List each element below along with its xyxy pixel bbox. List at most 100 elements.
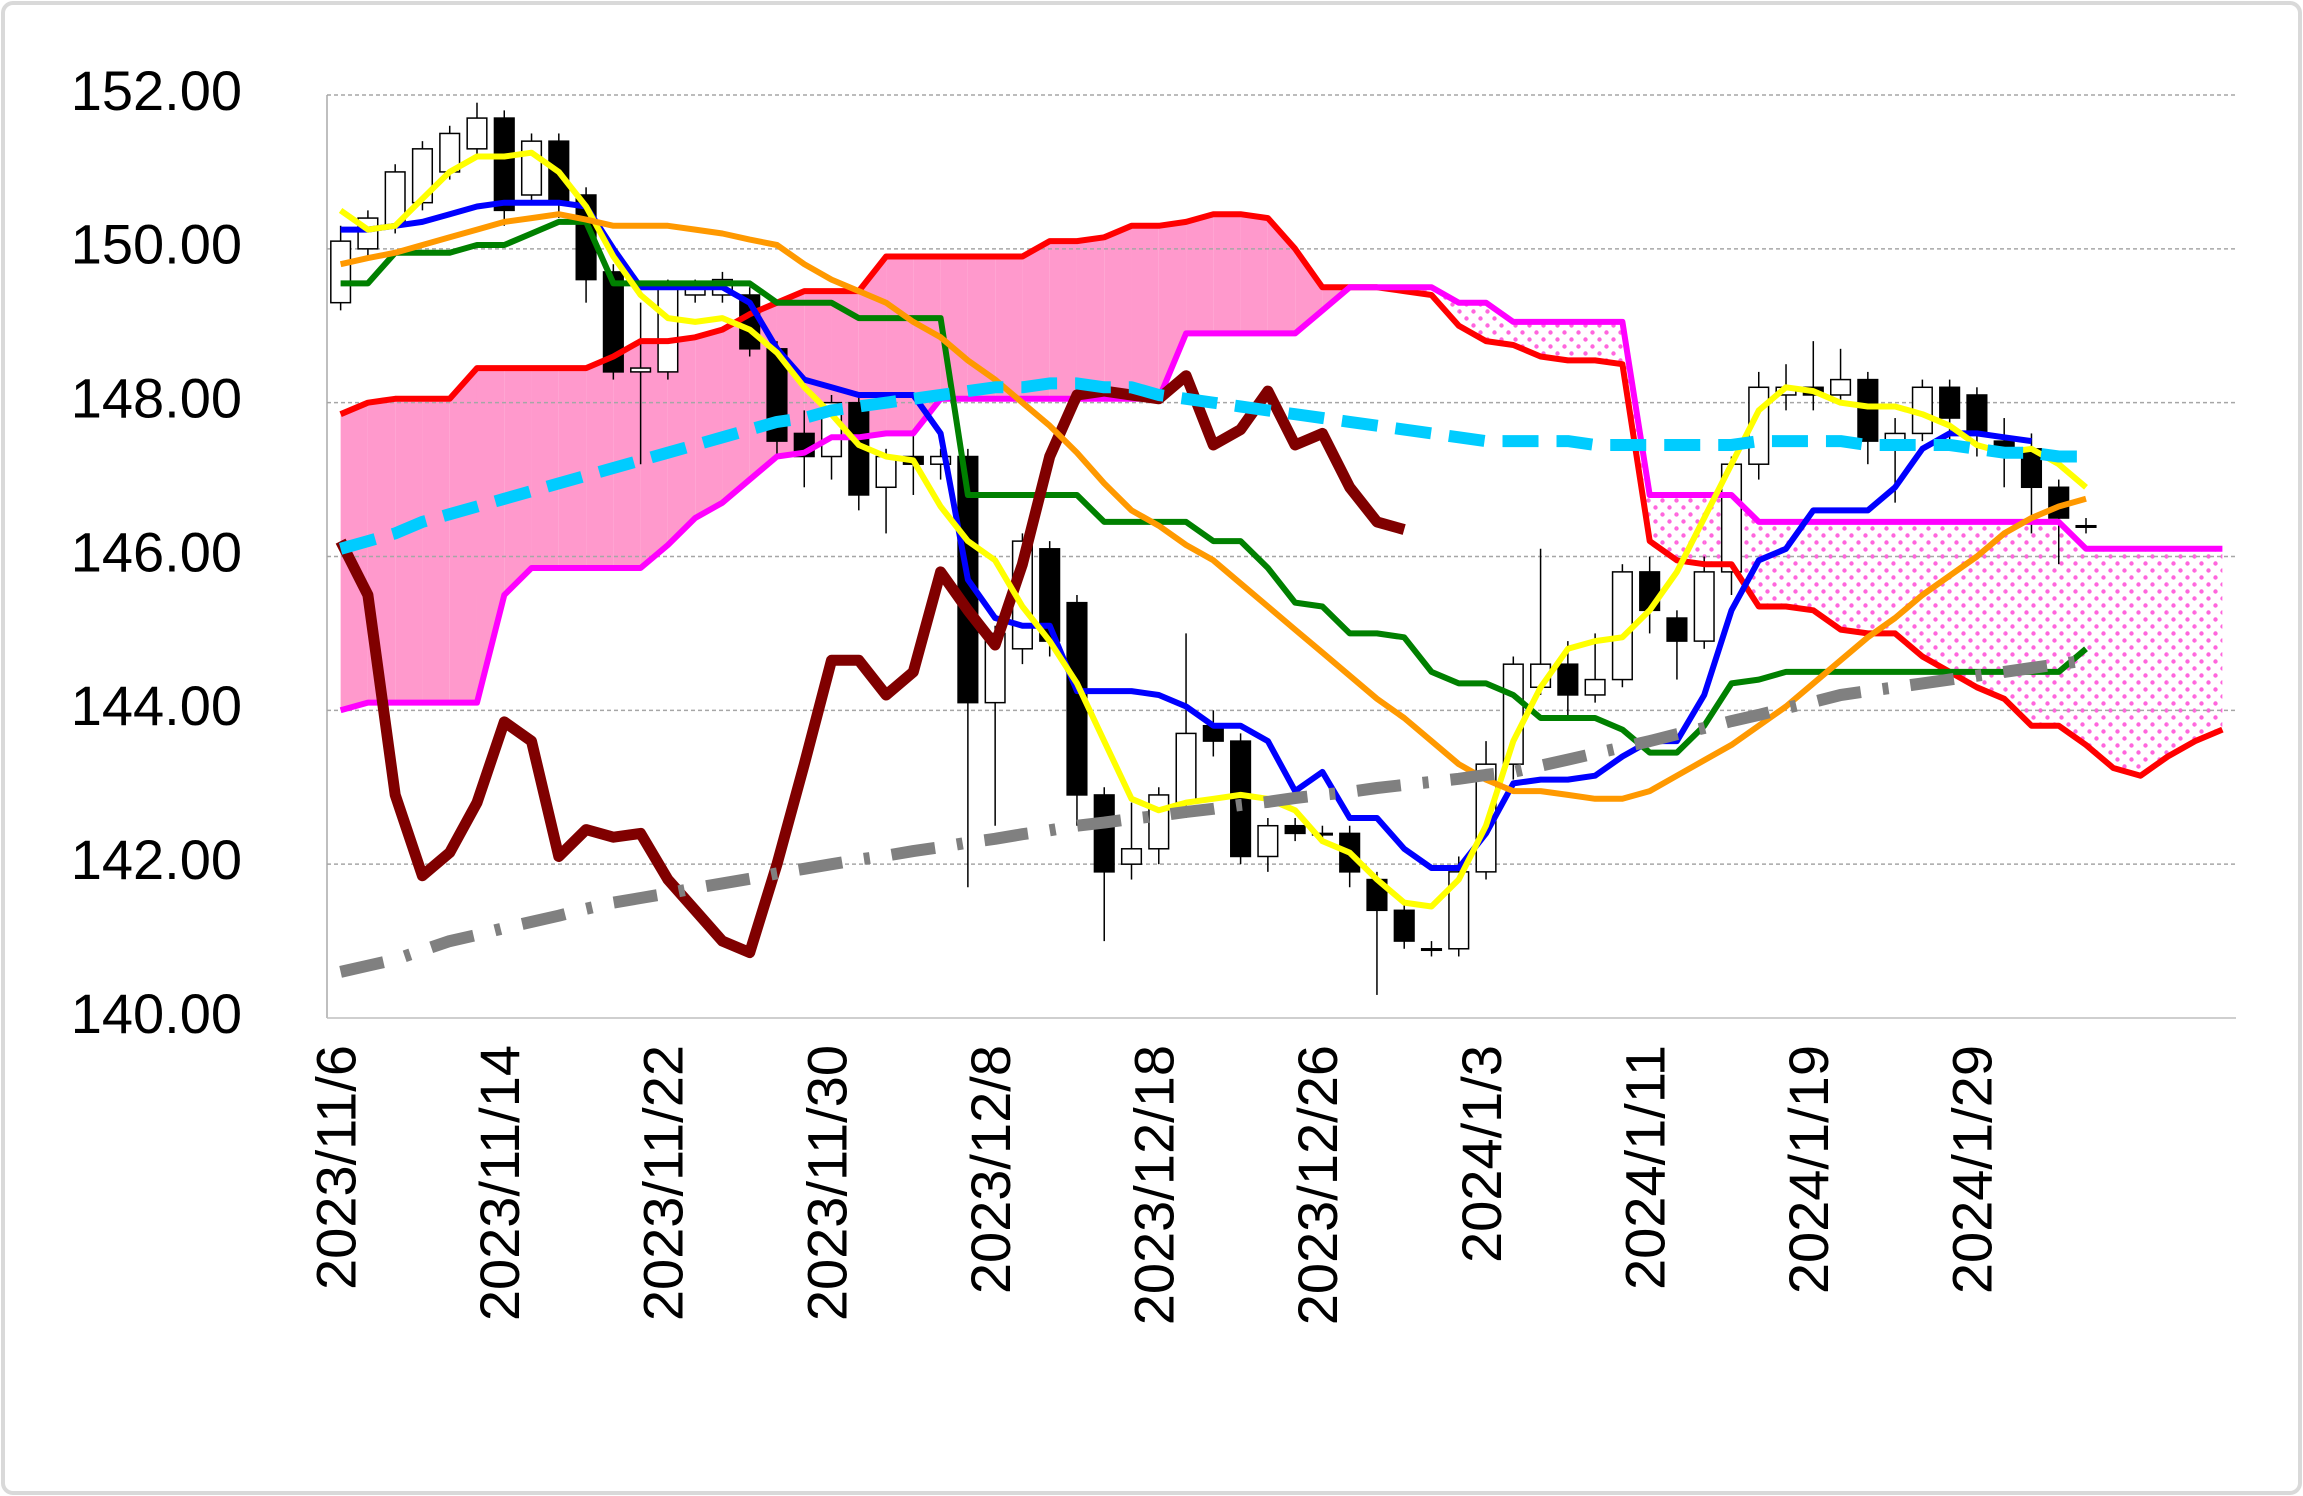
line — [335, 370, 1406, 959]
cloud-fill — [1458, 302, 1487, 342]
cloud-fill — [1813, 521, 1841, 630]
x-tick-label: 2023/11/30 — [795, 1045, 858, 1321]
cloud-fill — [1240, 214, 1268, 334]
candle-body — [1284, 824, 1306, 835]
cloud-fill — [1267, 218, 1296, 334]
cloud-fill — [1131, 225, 1159, 399]
line — [339, 211, 2087, 802]
candle-body — [630, 367, 652, 373]
cloud-fill — [2031, 521, 2059, 726]
cloud-fill — [1840, 521, 1868, 634]
cloud-fill — [913, 256, 941, 434]
candle-body — [1829, 378, 1852, 396]
cloud-fill — [1104, 225, 1132, 399]
x-tick-label: 2023/11/14 — [468, 1045, 531, 1321]
cloud-fill — [1949, 521, 1977, 688]
cloud-fill — [2086, 548, 2114, 769]
cloud-fill — [422, 398, 450, 703]
candle-body — [330, 240, 352, 304]
y-tick-label: 142.00 — [71, 828, 242, 891]
cloud-fill — [1213, 214, 1241, 334]
candle-body — [1148, 794, 1170, 850]
cloud-fill — [722, 314, 750, 503]
line — [338, 149, 2088, 910]
candle-body — [1557, 663, 1579, 696]
candle-body — [930, 455, 952, 465]
cloud-fill — [2113, 548, 2141, 776]
cloud-fill — [531, 368, 559, 569]
cloud-fill — [2058, 521, 2087, 745]
cloud-fill — [1976, 521, 2005, 699]
x-tick-label: 2023/11/22 — [632, 1045, 695, 1321]
cloud-fill — [558, 368, 587, 569]
y-tick-label: 144.00 — [71, 674, 242, 737]
cloud-fill — [1158, 221, 1187, 399]
cloud-fill — [667, 337, 696, 545]
candle-body — [1611, 571, 1633, 681]
cloud-fill — [395, 398, 423, 703]
cloud-fill — [2195, 548, 2223, 742]
candle-body — [1857, 378, 1879, 442]
cloud-fill — [2004, 521, 2032, 726]
x-tick-label: 2023/11/6 — [304, 1045, 367, 1290]
cloud-fill — [1895, 521, 1923, 657]
candle-body — [493, 117, 515, 212]
x-tick-label: 2024/1/11 — [1613, 1045, 1676, 1290]
cloud-fill — [886, 256, 914, 434]
candle-body — [1966, 394, 1988, 435]
y-tick-label: 148.00 — [71, 366, 242, 429]
candle-body — [1693, 571, 1715, 642]
cloud-fill — [2167, 548, 2196, 757]
candle-body — [1584, 678, 1606, 696]
cloud-fill — [695, 329, 723, 519]
cloud-fill — [1186, 214, 1214, 334]
candle-body — [520, 140, 543, 196]
cloud-fill — [1786, 521, 1814, 611]
cloud-fill — [1049, 241, 1077, 399]
cloud-fill — [1540, 321, 1568, 361]
candle-body — [1420, 948, 1443, 952]
line — [340, 199, 2032, 871]
line — [339, 211, 2224, 779]
candle-body — [1120, 848, 1143, 865]
cloud-fill — [831, 291, 859, 438]
y-tick-label: 152.00 — [71, 59, 242, 122]
y-tick-label: 140.00 — [71, 982, 242, 1045]
x-tick-label: 2023/12/18 — [1123, 1045, 1186, 1325]
candle-body — [1939, 386, 1961, 419]
cloud-fill — [1486, 302, 1514, 345]
candle-body — [1502, 663, 1524, 765]
y-tick-label: 146.00 — [71, 520, 242, 583]
candle-body — [2075, 524, 2097, 528]
line — [338, 377, 2086, 555]
line — [339, 654, 2087, 978]
candle-body — [1175, 732, 1197, 804]
candle-body — [875, 455, 897, 489]
cloud-fill — [1567, 321, 1596, 361]
candle-body — [1257, 824, 1279, 858]
cloud-fill — [1867, 521, 1896, 634]
x-tick-label: 2023/12/26 — [1286, 1045, 1349, 1325]
y-tick-label: 150.00 — [71, 213, 242, 276]
x-tick-label: 2024/1/3 — [1450, 1045, 1513, 1263]
candle-body — [657, 286, 679, 373]
candle-body — [1093, 794, 1115, 873]
candle-body — [1393, 909, 1415, 942]
cloud-fill — [1758, 521, 1787, 607]
candle-body — [1448, 871, 1470, 950]
cloud-fill — [449, 368, 477, 703]
candle-body — [602, 271, 624, 373]
cloud-fill — [586, 356, 614, 569]
x-tick-label: 2024/1/19 — [1777, 1045, 1840, 1294]
cloud-fill — [1922, 521, 1950, 672]
cloud-fill — [2140, 548, 2168, 776]
cloud-fill — [995, 256, 1023, 399]
cloud-fill — [1076, 237, 1105, 399]
x-tick-label: 2024/1/29 — [1941, 1045, 2004, 1294]
cloud-fill — [1022, 241, 1050, 399]
candle-body — [466, 117, 488, 150]
cloud-fill — [504, 368, 532, 595]
candle-body — [1666, 617, 1688, 642]
cloud-fill — [1595, 321, 1623, 365]
